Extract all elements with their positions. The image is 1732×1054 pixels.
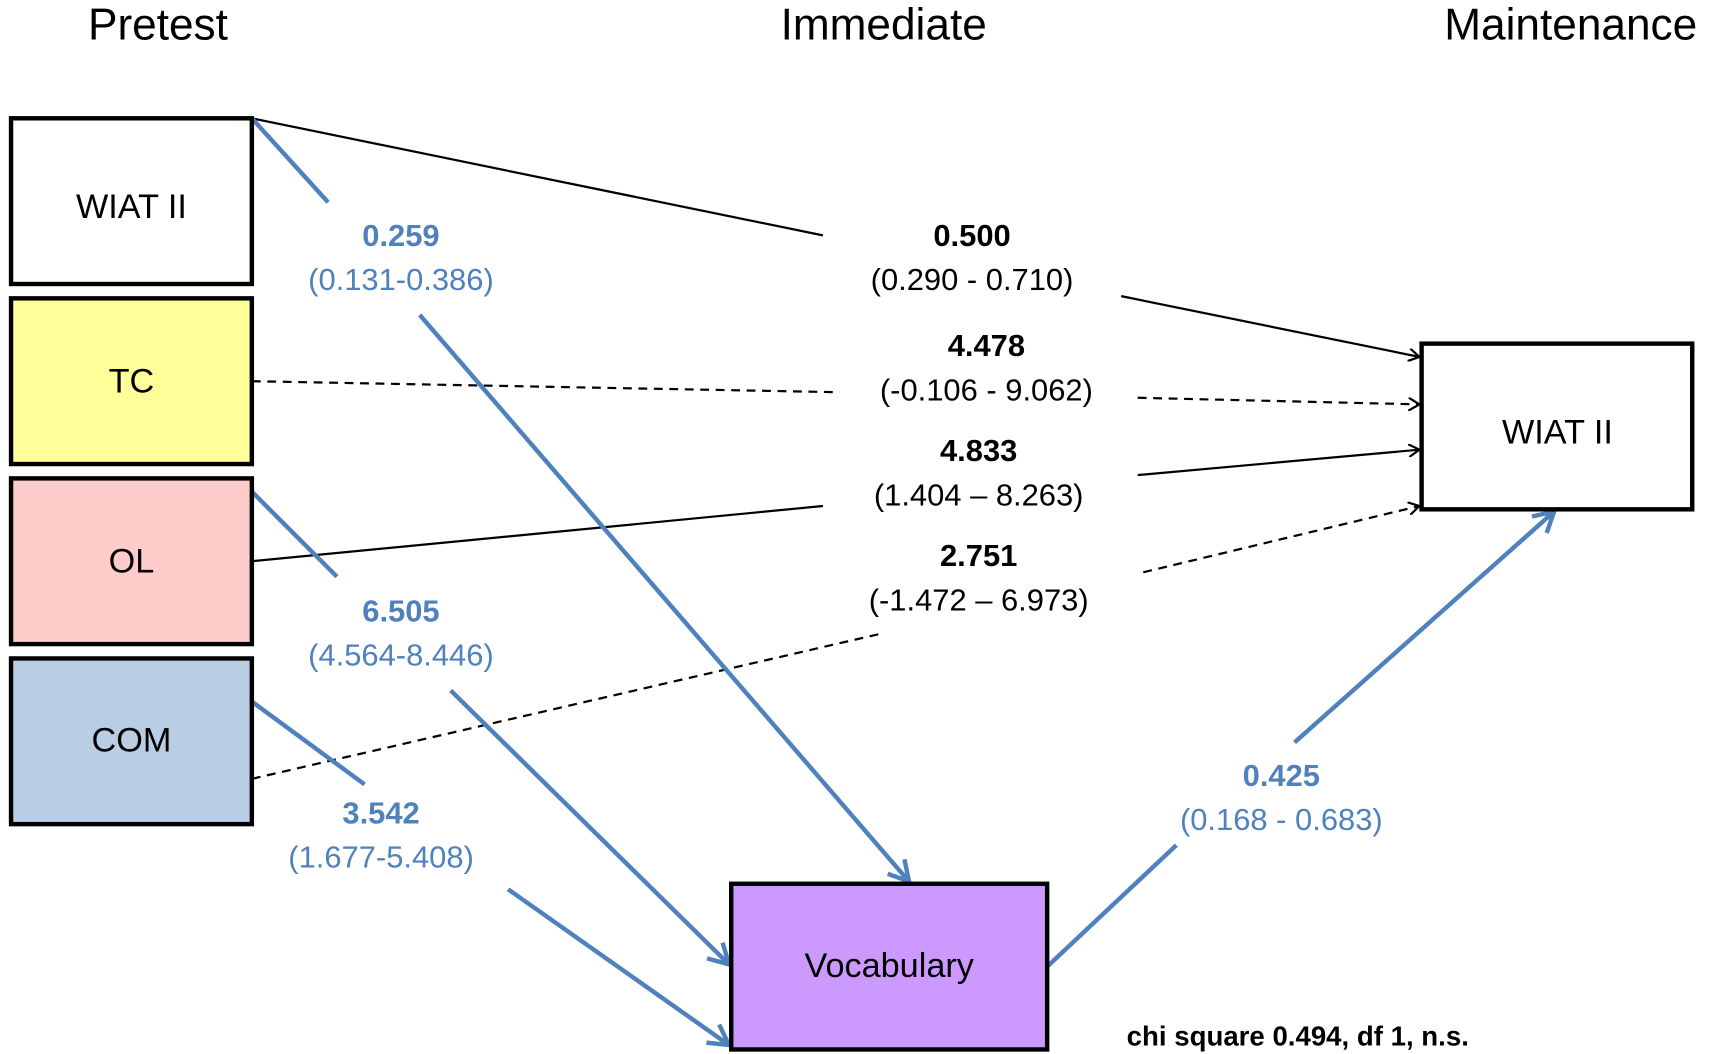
node-label: TC <box>109 362 155 400</box>
node-box <box>729 881 1050 1052</box>
confidence-interval: (-1.472 – 6.973) <box>869 582 1089 617</box>
node-box <box>8 476 255 647</box>
node-label: COM <box>92 721 172 759</box>
node-box <box>8 116 255 287</box>
node-label: OL <box>109 542 155 580</box>
node-box <box>8 296 255 467</box>
path-arrow <box>1137 450 1420 477</box>
estimate: 4.478 <box>948 328 1025 363</box>
estimate: 0.259 <box>362 218 439 253</box>
confidence-interval: (1.404 – 8.263) <box>874 477 1084 512</box>
path-line <box>251 380 840 394</box>
path-line <box>251 117 824 237</box>
path-line <box>251 504 824 563</box>
path-arrow <box>418 313 909 882</box>
path-line <box>250 490 339 579</box>
node-label: WIAT II <box>1502 413 1613 451</box>
node-box <box>1419 341 1695 512</box>
path-line <box>250 116 330 204</box>
header: Immediate <box>781 0 987 49</box>
estimate: 2.751 <box>940 538 1017 573</box>
path-arrow <box>1137 396 1420 405</box>
path-arrow <box>1142 506 1419 574</box>
path-arrow <box>506 887 729 1045</box>
confidence-interval: (4.564-8.446) <box>308 638 494 673</box>
path-line <box>250 699 366 787</box>
node-label: WIAT II <box>76 188 187 226</box>
path-arrow <box>449 688 729 964</box>
path-arrow <box>1293 512 1555 745</box>
estimate: 6.505 <box>362 593 439 628</box>
estimate: 0.500 <box>933 218 1010 253</box>
confidence-interval: (0.131-0.386) <box>308 262 494 297</box>
estimate: 4.833 <box>940 433 1017 468</box>
node-label: Vocabulary <box>805 947 975 985</box>
header: Maintenance <box>1444 0 1697 49</box>
confidence-interval: (1.677-5.408) <box>288 840 474 875</box>
confidence-interval: (0.168 - 0.683) <box>1180 802 1383 837</box>
confidence-interval: (-0.106 - 9.062) <box>880 372 1093 407</box>
estimate: 3.542 <box>342 795 419 830</box>
confidence-interval: (0.290 - 0.710) <box>871 262 1074 297</box>
estimate: 0.425 <box>1243 758 1320 793</box>
path-arrow <box>1120 295 1419 357</box>
header: Pretest <box>88 0 228 49</box>
path-line <box>1045 843 1178 969</box>
node-box <box>8 656 255 827</box>
fit-note: chi square 0.494, df 1, n.s. <box>1127 1021 1469 1052</box>
